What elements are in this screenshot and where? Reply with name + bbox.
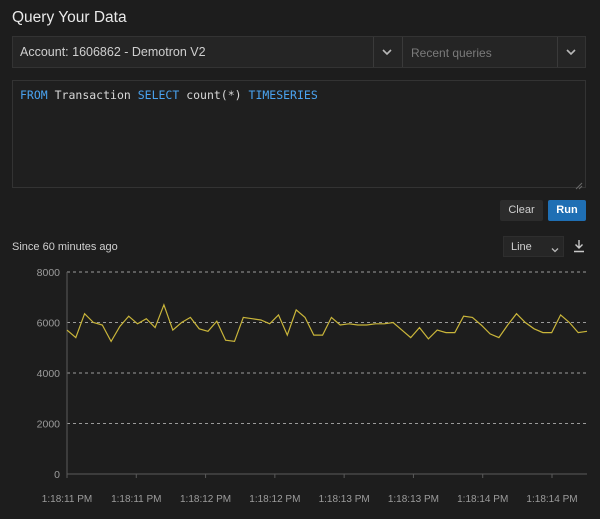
chevron-down-icon[interactable]	[564, 45, 578, 59]
chevron-down-icon	[550, 242, 560, 253]
query-keyword: FROM	[20, 88, 48, 102]
clear-button[interactable]: Clear	[500, 200, 543, 221]
y-tick-label: 0	[54, 469, 60, 481]
query-text[interactable]: FROM Transaction SELECT count(*) TIMESER…	[20, 88, 318, 102]
divider	[373, 37, 374, 67]
query-keyword: TIMESERIES	[248, 88, 318, 102]
recent-queries-select[interactable]: Recent queries	[411, 46, 492, 60]
query-keyword: SELECT	[137, 88, 180, 102]
download-icon[interactable]	[572, 239, 586, 253]
x-axis-labels: 1:18:11 PM 1:18:11 PM 1:18:12 PM 1:18:12 PM…	[42, 474, 578, 505]
x-tick-label: 1:18:13 PM	[388, 494, 439, 505]
account-selector-bar: Account: 1606862 - Demotron V2 Recent qu…	[12, 36, 586, 68]
time-range-label: Since 60 minutes ago	[12, 241, 118, 253]
chart-type-label: Line	[511, 241, 532, 253]
divider	[402, 37, 403, 67]
axes: 0 2000 4000 6000 8000	[37, 267, 587, 481]
x-tick-label: 1:18:12 PM	[180, 494, 231, 505]
run-button[interactable]: Run	[548, 200, 586, 221]
y-tick-label: 2000	[37, 419, 61, 431]
query-editor[interactable]: FROM Transaction SELECT count(*) TIMESER…	[12, 80, 586, 190]
series-line	[66, 303, 588, 343]
chevron-down-icon[interactable]	[380, 45, 394, 59]
y-tick-label: 6000	[37, 318, 61, 330]
page-title: Query Your Data	[12, 9, 127, 26]
query-token: count(*)	[179, 88, 249, 102]
x-tick-label: 1:18:14 PM	[457, 494, 508, 505]
resize-grip-icon[interactable]	[575, 177, 583, 190]
chart-type-select[interactable]: Line	[503, 236, 564, 257]
account-select-label[interactable]: Account: 1606862 - Demotron V2	[20, 45, 206, 59]
series-layer	[66, 303, 588, 343]
x-tick-label: 1:18:11 PM	[111, 494, 161, 505]
x-tick-label: 1:18:12 PM	[249, 494, 300, 505]
y-tick-label: 4000	[37, 368, 61, 380]
grid	[67, 271, 587, 424]
x-tick-label: 1:18:13 PM	[319, 494, 370, 505]
query-token: Transaction	[47, 88, 138, 102]
divider	[557, 37, 558, 67]
y-tick-label: 8000	[37, 267, 61, 279]
x-tick-label: 1:18:14 PM	[526, 494, 577, 505]
x-tick-label: 1:18:11 PM	[42, 494, 92, 505]
